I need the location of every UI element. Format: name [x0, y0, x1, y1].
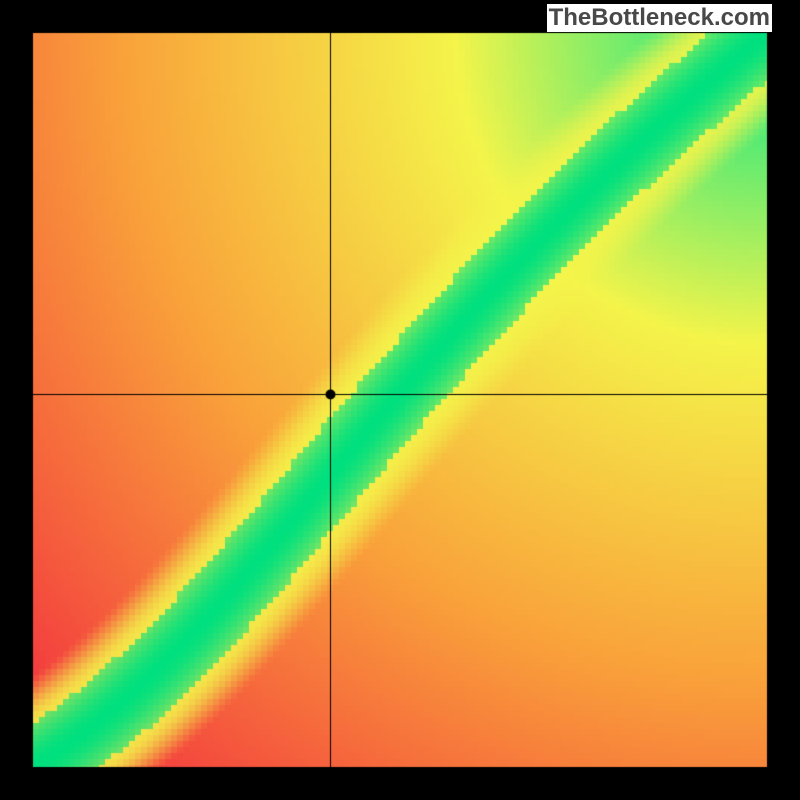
chart-container: TheBottleneck.com	[0, 0, 800, 800]
watermark-text: TheBottleneck.com	[547, 4, 772, 32]
heatmap-canvas	[0, 0, 800, 800]
